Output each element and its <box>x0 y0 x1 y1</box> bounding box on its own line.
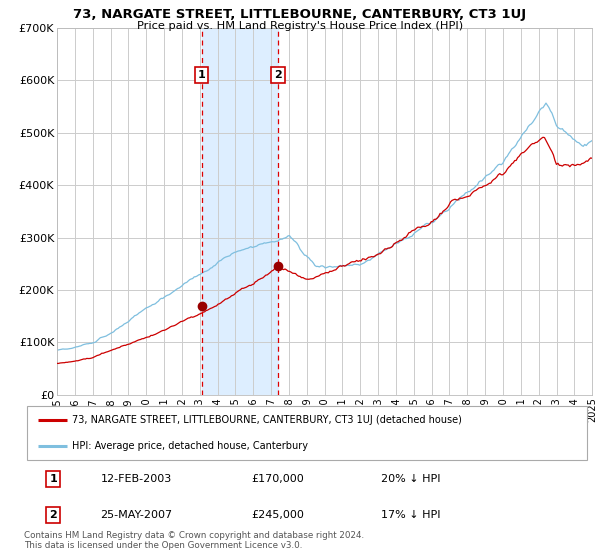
Text: 17% ↓ HPI: 17% ↓ HPI <box>381 510 441 520</box>
Text: 73, NARGATE STREET, LITTLEBOURNE, CANTERBURY, CT3 1UJ: 73, NARGATE STREET, LITTLEBOURNE, CANTER… <box>73 8 527 21</box>
Text: 1: 1 <box>50 474 58 484</box>
Text: 12-FEB-2003: 12-FEB-2003 <box>101 474 172 484</box>
Text: £245,000: £245,000 <box>251 510 304 520</box>
Text: £170,000: £170,000 <box>251 474 304 484</box>
Text: Price paid vs. HM Land Registry's House Price Index (HPI): Price paid vs. HM Land Registry's House … <box>137 21 463 31</box>
Text: 73, NARGATE STREET, LITTLEBOURNE, CANTERBURY, CT3 1UJ (detached house): 73, NARGATE STREET, LITTLEBOURNE, CANTER… <box>72 414 462 424</box>
Text: HPI: Average price, detached house, Canterbury: HPI: Average price, detached house, Cant… <box>72 441 308 451</box>
Text: 2: 2 <box>50 510 58 520</box>
Text: 25-MAY-2007: 25-MAY-2007 <box>101 510 173 520</box>
Text: 20% ↓ HPI: 20% ↓ HPI <box>381 474 441 484</box>
Text: 1: 1 <box>197 70 205 80</box>
Text: 2: 2 <box>274 70 282 80</box>
FancyBboxPatch shape <box>27 405 587 460</box>
Text: Contains HM Land Registry data © Crown copyright and database right 2024.
This d: Contains HM Land Registry data © Crown c… <box>24 531 364 550</box>
Bar <box>202 28 278 395</box>
